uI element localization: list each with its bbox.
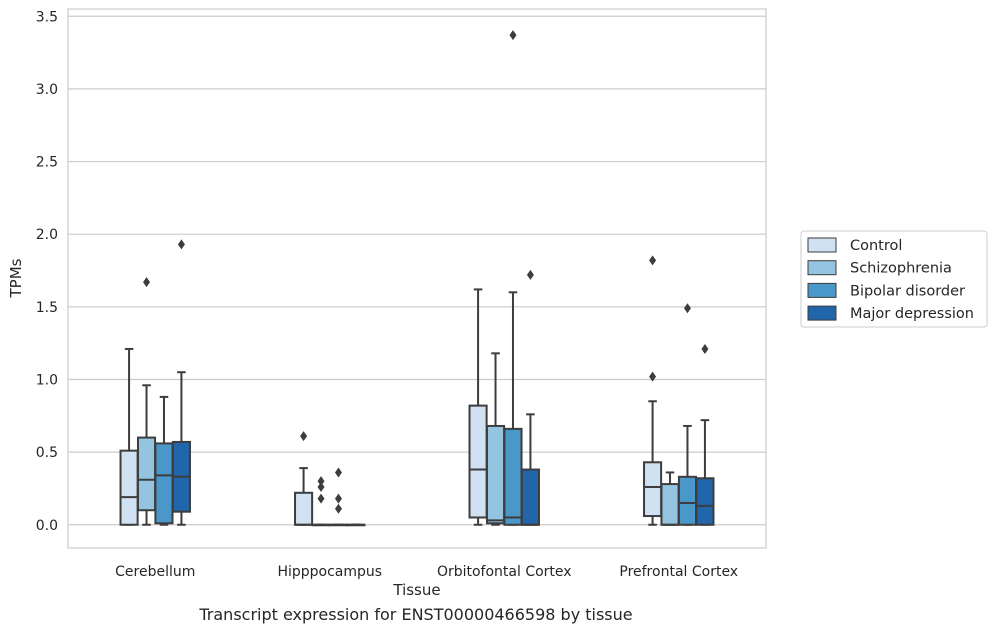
- y-tick-label: 3.5: [36, 9, 58, 25]
- legend-swatch: [807, 305, 837, 321]
- legend-label: Control: [850, 238, 902, 254]
- box-0-3: [171, 239, 191, 526]
- legend-frame: [800, 230, 988, 328]
- outlier-point: [334, 467, 342, 478]
- box-1-3: [346, 523, 366, 527]
- legend-label: Schizophrenia: [850, 261, 952, 277]
- box-iqr: [485, 424, 506, 525]
- x-axis-title: Tissue: [392, 581, 440, 599]
- box-iqr: [136, 436, 157, 512]
- box-iqr: [520, 468, 540, 526]
- y-tick-label: 1.0: [36, 372, 58, 388]
- outlier-point: [317, 493, 325, 504]
- y-axis-title: TPMs: [7, 258, 25, 298]
- outlier-point: [701, 343, 709, 354]
- chart-caption: Transcript expression for ENST0000046659…: [199, 605, 633, 624]
- x-tick-labels: Cerebellum Hipppocampus Orbitofontal Corte…: [115, 564, 738, 580]
- box-iqr: [677, 475, 698, 526]
- legend-swatch: [807, 237, 837, 253]
- outlier-point: [683, 303, 691, 314]
- box-1-0: [294, 431, 314, 526]
- outlier-point: [317, 476, 325, 487]
- box-2-2: [503, 30, 523, 526]
- legend: Control Schizophrenia Bipolar disorder Majo…: [800, 230, 988, 328]
- box-2-3: [520, 269, 540, 526]
- outlier-point: [334, 503, 342, 514]
- box-iqr: [660, 483, 680, 526]
- outlier-point: [300, 431, 308, 442]
- box-iqr: [119, 449, 139, 526]
- box-3-0: [643, 255, 663, 526]
- legend-label: Major depression: [850, 306, 974, 322]
- legend-swatch: [807, 282, 837, 298]
- legend-swatch: [807, 260, 837, 276]
- box-iqr: [154, 442, 174, 525]
- box-iqr: [643, 461, 663, 518]
- outlier-point: [334, 493, 342, 504]
- boxes: [119, 30, 715, 527]
- box-iqr: [468, 404, 488, 519]
- box-3-1: [660, 471, 680, 526]
- box-0-0: [119, 347, 139, 526]
- box-0-1: [136, 277, 157, 526]
- outlier-point: [509, 30, 517, 41]
- outlier-point: [143, 277, 151, 288]
- outlier-point: [526, 269, 534, 280]
- y-tick-label: 3.0: [36, 82, 58, 98]
- box-iqr: [503, 427, 523, 526]
- y-tick-label: 2.5: [36, 155, 58, 171]
- outlier-point: [317, 481, 325, 492]
- x-tick-label: Prefrontal Cortex: [619, 564, 738, 580]
- y-tick-label: 0.5: [36, 445, 58, 461]
- outlier-point: [177, 239, 185, 250]
- box-iqr: [294, 491, 314, 526]
- legend-label: Bipolar disorder: [850, 283, 965, 299]
- box-iqr: [695, 477, 715, 526]
- y-tick-label: 1.5: [36, 300, 58, 316]
- box-1-1: [311, 476, 331, 527]
- box-1-2: [328, 467, 349, 527]
- y-tick-labels: 0.0 0.5 1.0 1.5 2.0 2.5 3.0 3.5: [36, 9, 58, 533]
- x-tick-label: Orbitofontal Cortex: [437, 564, 572, 580]
- plot-area-frame: [67, 8, 767, 549]
- box-3-2: [677, 303, 698, 526]
- outlier-point: [649, 371, 657, 382]
- box-2-0: [468, 288, 488, 526]
- x-tick-label: Hipppocampus: [277, 564, 382, 580]
- box-0-2: [154, 395, 174, 526]
- y-tick-label: 0.0: [36, 518, 58, 534]
- y-tick-label: 2.0: [36, 227, 58, 243]
- outlier-point: [649, 255, 657, 266]
- box-3-3: [695, 343, 715, 526]
- x-tick-label: Cerebellum: [115, 564, 195, 580]
